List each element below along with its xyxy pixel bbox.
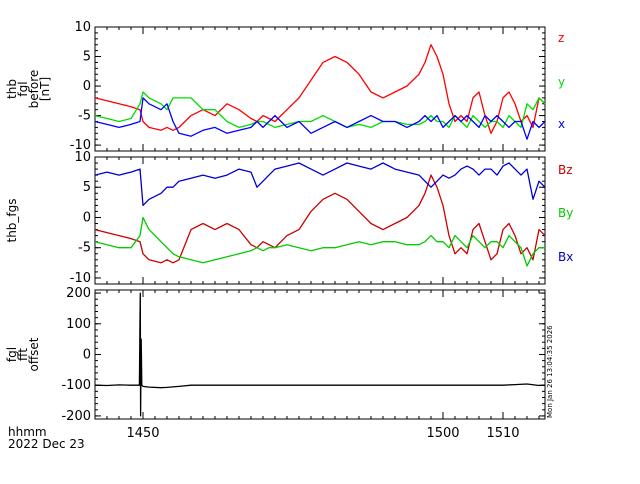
legend-top-y: y <box>558 75 565 89</box>
panel-bottom-ytick-label: 0 <box>83 348 91 363</box>
panel-top-ytick-label: 10 <box>74 20 91 35</box>
panel-middle-ytick-label: -5 <box>78 241 91 256</box>
series-bottom-offset <box>94 292 546 417</box>
panel-bottom-ylabel: offset <box>27 337 41 371</box>
panel-middle-ylabel: thb_fgs <box>5 198 19 242</box>
panel-top-ytick-label: 0 <box>83 79 91 94</box>
panel-bottom-ylabel: fgl <box>5 347 19 362</box>
time-unit-label: hhmm <box>8 425 47 439</box>
panel-bottom-ytick-label: 100 <box>66 317 91 332</box>
series-top-z <box>94 44 546 134</box>
panel-top-frame <box>94 26 546 152</box>
xtick-label: 1510 <box>486 426 519 441</box>
panel-bottom-ytick-label: 200 <box>66 286 91 301</box>
date-label: 2022 Dec 23 <box>8 437 85 451</box>
panel-middle-ytick-label: -10 <box>70 271 91 286</box>
series-top-x <box>94 97 546 140</box>
panel-bottom-ylabel: fft <box>16 348 30 361</box>
legend-middle-By: By <box>558 206 573 220</box>
panel-top-ytick-label: -10 <box>70 138 91 153</box>
legend-top-z: z <box>558 31 564 45</box>
legend-top-x: x <box>558 117 565 131</box>
panel-top-ytick-label: -5 <box>78 109 91 124</box>
panel-top-ylabel: fgl <box>16 81 30 96</box>
panel-middle-frame <box>94 156 546 285</box>
panel-middle-ytick-label: 5 <box>83 180 91 195</box>
panel-top-ytick-label: 5 <box>83 50 91 65</box>
legend-middle-Bx: Bx <box>558 250 573 264</box>
panel-top-ylabel: [nT] <box>38 77 52 101</box>
panel-top-ylabel: thb <box>5 79 19 99</box>
xtick-label: 1450 <box>126 426 159 441</box>
series-middle-By <box>94 216 545 267</box>
series-top-y <box>94 91 546 129</box>
panel-middle-ytick-label: 0 <box>83 210 91 225</box>
panel-bottom-ytick-label: -100 <box>61 378 91 393</box>
panel-bottom-frame <box>94 289 546 420</box>
panel-bottom-ytick-label: -200 <box>61 409 91 424</box>
series-middle-Bx <box>94 162 546 207</box>
panel-top-ylabel: before <box>27 70 41 109</box>
series-middle-Bz <box>94 174 546 264</box>
timestamp-stamp: Mon Jan 26 13:04:35 2026 <box>546 325 554 418</box>
panel-middle-ytick-label: 10 <box>74 150 91 165</box>
legend-middle-Bz: Bz <box>558 163 573 177</box>
xtick-label: 1500 <box>426 426 459 441</box>
